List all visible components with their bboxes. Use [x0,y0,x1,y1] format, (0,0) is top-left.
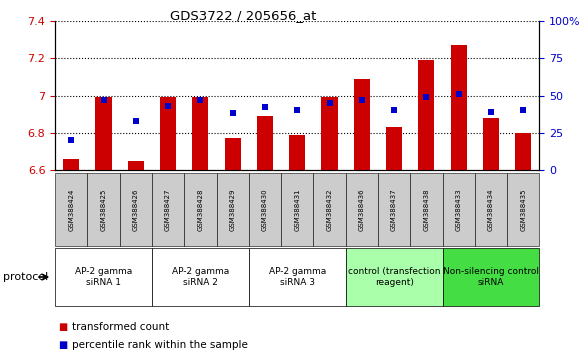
Point [99,97,108,103]
Text: AP-2 gamma
siRNA 2: AP-2 gamma siRNA 2 [172,267,229,287]
Bar [418,60,434,170]
Text: GSM388432: GSM388432 [327,188,332,231]
Bar [160,97,176,170]
Point [131,118,140,124]
Bar [321,97,338,170]
Text: GSM388425: GSM388425 [100,189,107,231]
Point [454,91,463,97]
Point [67,137,76,143]
Bar [386,127,402,170]
Text: GSM388429: GSM388429 [230,188,235,231]
Text: GSM388427: GSM388427 [165,188,171,231]
Text: AP-2 gamma
siRNA 1: AP-2 gamma siRNA 1 [75,267,132,287]
Bar [483,118,499,170]
Text: GSM388428: GSM388428 [197,188,204,231]
Point [422,94,431,100]
Bar [515,133,531,170]
Bar [257,116,273,170]
Point [357,97,367,103]
Text: ■: ■ [58,340,67,350]
Text: control (transfection
reagent): control (transfection reagent) [348,267,440,287]
Bar [451,45,467,170]
Bar [96,97,111,170]
Text: GSM388431: GSM388431 [294,188,300,231]
Point [195,97,205,103]
Text: GSM388435: GSM388435 [520,188,526,231]
Text: GSM388438: GSM388438 [423,188,429,231]
Bar [128,161,144,170]
Point [519,108,528,113]
Text: GDS3722 / 205656_at: GDS3722 / 205656_at [171,9,317,22]
Bar [224,138,241,170]
Text: GSM388437: GSM388437 [391,188,397,231]
Point [389,108,398,113]
Text: GSM388433: GSM388433 [456,188,462,231]
Point [260,105,270,110]
Text: AP-2 gamma
siRNA 3: AP-2 gamma siRNA 3 [269,267,326,287]
Text: GSM388430: GSM388430 [262,188,268,231]
Point [228,110,237,116]
Text: Non-silencing control
siRNA: Non-silencing control siRNA [443,267,539,287]
Text: percentile rank within the sample: percentile rank within the sample [72,340,248,350]
Point [486,109,495,115]
Bar [193,97,208,170]
Text: GSM388436: GSM388436 [359,188,365,231]
Bar [354,79,370,170]
Text: GSM388424: GSM388424 [68,189,74,231]
Text: GSM388426: GSM388426 [133,188,139,231]
Text: protocol: protocol [3,272,48,282]
Point [325,100,334,106]
Bar [63,159,79,170]
Text: ■: ■ [58,322,67,332]
Point [292,108,302,113]
Bar [289,135,305,170]
Text: GSM388434: GSM388434 [488,188,494,231]
Text: transformed count: transformed count [72,322,170,332]
Point [164,103,173,109]
